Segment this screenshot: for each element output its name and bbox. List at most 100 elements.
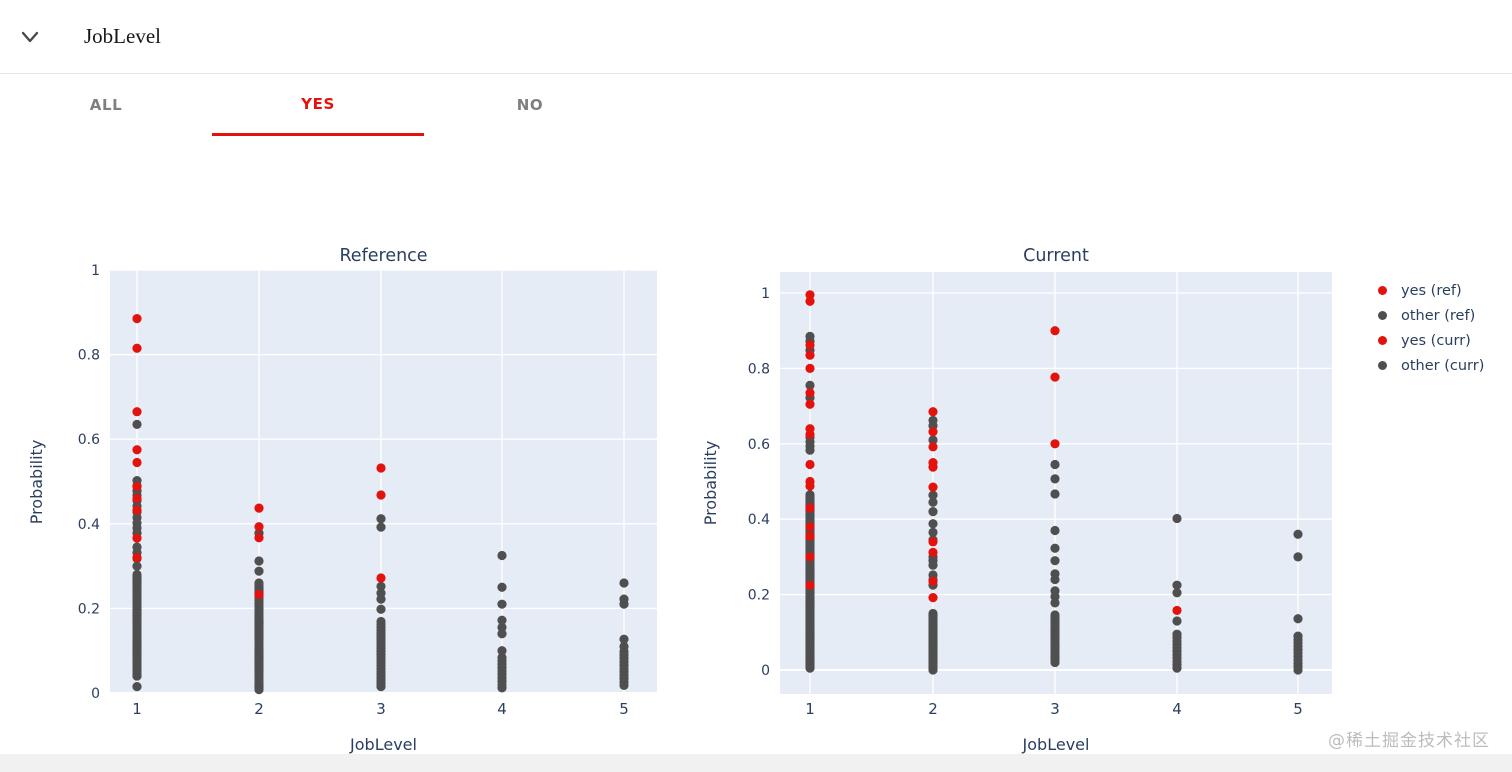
scatter-point	[132, 343, 142, 353]
x-tick-label: 3	[1050, 700, 1060, 718]
scatter-point	[1172, 616, 1182, 626]
scatter-point	[928, 482, 938, 492]
scatter-point	[928, 537, 938, 547]
scatter-point	[1293, 552, 1303, 562]
scatter-point	[132, 682, 142, 692]
scatter-point	[1050, 439, 1060, 449]
x-tick-label: 3	[376, 700, 386, 718]
x-tick-label: 5	[619, 700, 629, 718]
scatter-point	[254, 556, 264, 566]
scatter-point	[497, 652, 507, 663]
y-tick-label: 0.6	[78, 432, 100, 448]
scatter-point	[928, 593, 938, 603]
scatter-point	[132, 445, 142, 455]
scatter-point	[1050, 591, 1060, 602]
scatter-point	[254, 566, 264, 576]
legend-label: yes (ref)	[1401, 282, 1462, 299]
scatter-point	[254, 578, 264, 588]
tab-no[interactable]: NO	[424, 74, 636, 136]
scatter-point	[928, 560, 938, 570]
scatter-point	[1172, 605, 1182, 616]
chevron-down-icon[interactable]	[19, 26, 41, 48]
scatter-point	[1172, 629, 1182, 639]
scatter-point	[132, 493, 142, 504]
scatter-point	[376, 490, 386, 500]
scatter-point	[132, 407, 142, 417]
x-axis-title: JobLevel	[349, 735, 417, 754]
y-tick-label: 0.6	[748, 437, 770, 453]
scatter-point	[1050, 556, 1060, 566]
scatter-point	[376, 616, 386, 627]
x-axis-title: JobLevel	[1022, 735, 1090, 754]
scatter-point	[1050, 326, 1060, 336]
scatter-point	[619, 634, 629, 644]
scatter-point	[928, 576, 938, 587]
scatter-point	[928, 462, 938, 472]
scatter-point	[132, 419, 142, 429]
tab-all[interactable]: ALL	[0, 74, 212, 136]
y-tick-label: 0.8	[748, 361, 770, 377]
scatter-point	[619, 646, 629, 657]
legend-dot-icon	[1378, 286, 1387, 295]
reference-chart[interactable]: 0 0.2 0.4 0.6 0.8 1 1 2 3 4 5 Reference JobLevel Prob…	[28, 238, 718, 768]
legend-label: other (curr)	[1401, 357, 1485, 374]
scatter-point	[928, 427, 938, 437]
legend-item[interactable]: other (ref)	[1366, 303, 1484, 328]
scatter-point	[376, 463, 386, 473]
current-chart[interactable]: 0 0.2 0.4 0.6 0.8 1 1 2 3 4 5 Current JobLevel Probab…	[700, 238, 1412, 768]
page-title: JobLevel	[84, 24, 161, 48]
legend-dot-icon	[1378, 336, 1387, 345]
legend-item[interactable]: yes (curr)	[1366, 328, 1484, 353]
legend-item[interactable]: yes (ref)	[1366, 278, 1484, 303]
scatter-point	[928, 407, 938, 417]
scatter-point	[1172, 588, 1182, 598]
scatter-point	[928, 507, 938, 517]
scatter-point	[132, 569, 142, 580]
scatter-point	[928, 435, 938, 445]
scatter-point	[805, 399, 815, 409]
scatter-point	[376, 522, 386, 532]
x-tick-label: 2	[928, 700, 938, 718]
scatter-point	[928, 442, 938, 452]
scatter-point	[497, 646, 507, 656]
scatter-point	[254, 533, 264, 543]
y-tick-label: 0	[91, 686, 100, 702]
scatter-point	[1050, 525, 1060, 536]
scatter-point	[132, 533, 142, 543]
y-tick-label: 1	[761, 286, 770, 302]
y-tick-label: 0.8	[78, 348, 100, 364]
scatter-point	[497, 599, 507, 609]
scatter-point	[254, 589, 264, 600]
scatter-point	[376, 581, 386, 592]
y-tick-label: 0.4	[748, 512, 770, 528]
scatter-point	[805, 503, 815, 513]
scatter-point	[1172, 513, 1182, 524]
y-axis-title: Probability	[701, 441, 720, 526]
scatter-point	[132, 553, 142, 563]
scatter-point	[1293, 529, 1303, 539]
x-tick-label: 1	[132, 700, 142, 718]
legend-dot-icon	[1378, 311, 1387, 320]
x-tick-label: 4	[1172, 700, 1182, 718]
y-tick-label: 0.2	[78, 601, 100, 617]
scatter-point	[1172, 580, 1182, 590]
scatter-point	[132, 457, 142, 468]
x-tick-label: 2	[254, 700, 264, 718]
watermark: @稀土掘金技术社区	[1328, 731, 1490, 751]
scatter-point	[928, 490, 938, 500]
scatter-point	[1050, 474, 1060, 484]
scatter-point	[1050, 543, 1060, 553]
scatter-point	[928, 497, 938, 507]
legend-item[interactable]: other (curr)	[1366, 353, 1484, 378]
scatter-point	[928, 527, 938, 537]
scatter-point	[497, 550, 507, 561]
scatter-point	[376, 604, 386, 614]
tab-bar: ALL YES NO	[0, 74, 636, 136]
scatter-point	[497, 615, 507, 625]
tab-yes[interactable]: YES	[212, 74, 424, 136]
bottom-strip	[0, 754, 1512, 772]
x-tick-label: 5	[1293, 700, 1303, 718]
scatter-point	[805, 552, 815, 562]
scatter-point	[1050, 372, 1060, 382]
scatter-point	[132, 561, 142, 571]
